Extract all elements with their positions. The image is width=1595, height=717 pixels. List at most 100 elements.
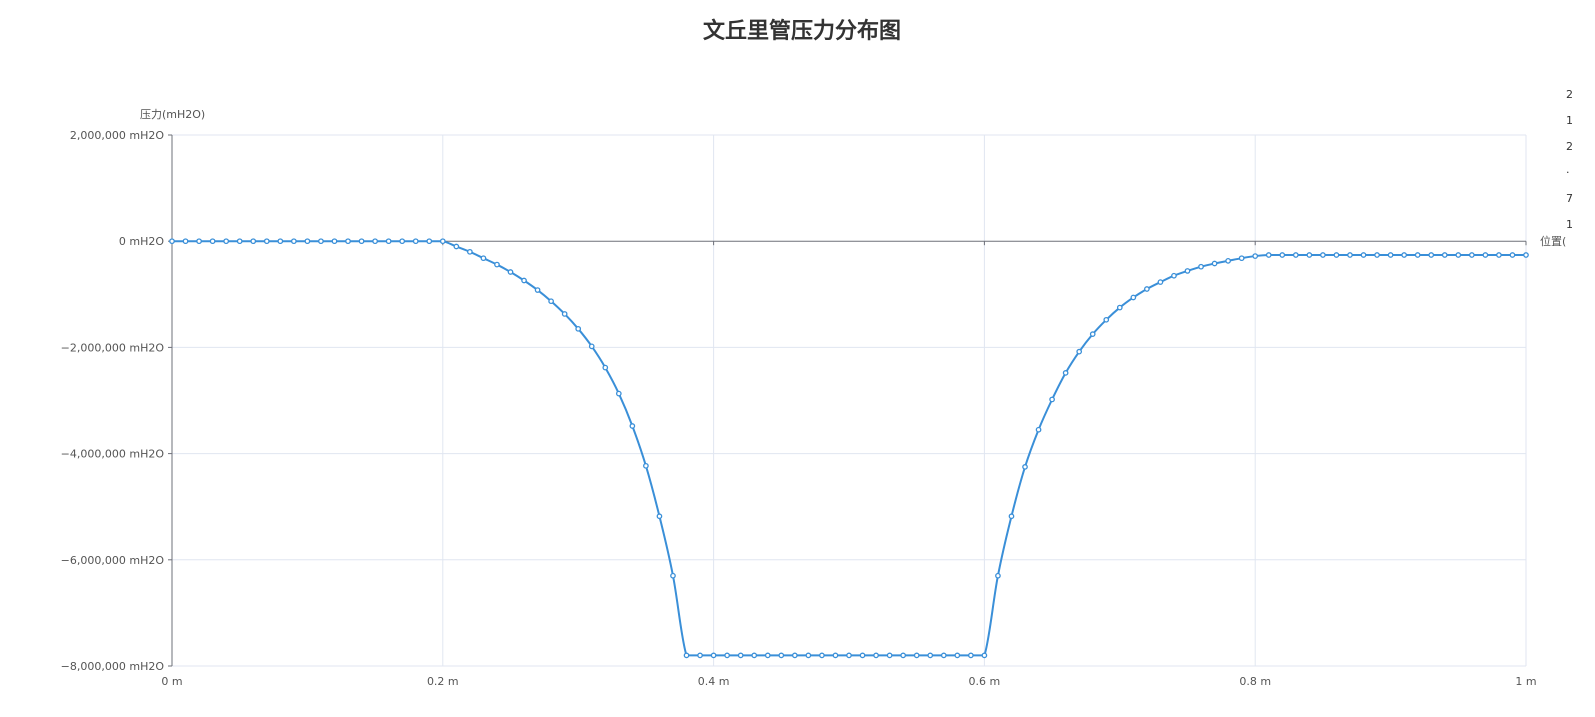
data-point	[1184, 268, 1191, 274]
data-point	[1414, 252, 1421, 258]
legend-glyph: 2	[1566, 140, 1573, 153]
data-point	[1292, 252, 1299, 258]
data-point	[683, 652, 690, 659]
data-point	[832, 652, 839, 659]
data-point	[561, 311, 568, 317]
data-point	[169, 238, 175, 245]
data-point	[1333, 252, 1340, 258]
data-point	[1076, 348, 1083, 355]
data-point	[182, 238, 189, 245]
legend[interactable]: 2 1 2 · 7 1	[1566, 88, 1573, 231]
data-point	[358, 238, 365, 245]
y-tick-label: 0 mH2O	[119, 235, 164, 248]
data-point	[439, 238, 446, 245]
data-point	[1008, 513, 1015, 520]
data-point	[453, 243, 460, 250]
x-tick-label: 0 m	[161, 675, 182, 688]
data-point	[900, 652, 907, 659]
data-point	[1211, 260, 1218, 267]
data-point	[548, 298, 554, 305]
data-point	[873, 652, 879, 659]
data-point	[1171, 272, 1177, 279]
data-point	[521, 277, 527, 284]
y-tick-label: 2,000,000 mH2O	[70, 129, 164, 142]
data-point	[1103, 316, 1110, 323]
data-point	[697, 652, 703, 659]
data-point	[1523, 252, 1529, 258]
data-point	[223, 238, 230, 245]
data-point	[913, 652, 920, 659]
data-point	[1387, 252, 1394, 258]
data-point	[1347, 252, 1353, 258]
data-point	[1441, 252, 1448, 258]
data-point	[494, 261, 500, 268]
data-point	[507, 269, 514, 275]
data-point	[1035, 426, 1042, 433]
legend-glyph: 2	[1566, 88, 1573, 101]
data-point	[1089, 331, 1096, 337]
data-point	[1401, 252, 1407, 258]
data-point	[291, 238, 297, 245]
data-point	[940, 652, 947, 659]
x-tick-labels: 0 m 0.2 m 0.4 m 0.6 m 0.8 m 1 m	[161, 675, 1536, 688]
series-line	[171, 240, 1526, 657]
data-point	[1144, 286, 1150, 292]
data-point	[819, 652, 825, 659]
series-group	[169, 238, 1529, 659]
data-point	[399, 238, 406, 245]
data-point	[1306, 252, 1313, 258]
y-tick-labels: 2,000,000 mH2O 0 mH2O −2,000,000 mH2O −4,00…	[61, 129, 165, 673]
y-tick-label: −6,000,000 mH2O	[61, 554, 165, 567]
axes	[168, 134, 1527, 667]
data-point	[968, 652, 974, 659]
data-point	[1238, 255, 1245, 262]
legend-glyph: 1	[1566, 218, 1573, 231]
data-point	[805, 652, 812, 659]
data-point	[331, 238, 338, 245]
data-point	[643, 462, 649, 469]
y-tick-label: −8,000,000 mH2O	[61, 660, 165, 673]
data-point	[426, 238, 433, 245]
y-tick-label: −2,000,000 mH2O	[61, 341, 165, 354]
data-point	[1455, 252, 1462, 258]
data-point	[791, 652, 798, 659]
x-tick-label: 0.2 m	[427, 675, 459, 688]
data-point	[602, 364, 609, 371]
data-point	[764, 652, 771, 659]
data-point	[751, 652, 758, 659]
chart-title: 文丘里管压力分布图	[703, 18, 901, 44]
data-point	[1252, 253, 1259, 259]
y-tick-label: −4,000,000 mH2O	[61, 448, 165, 461]
data-point	[304, 238, 311, 245]
data-point	[372, 238, 378, 245]
legend-glyph: 1	[1566, 114, 1573, 127]
data-point	[277, 238, 284, 245]
data-point	[1022, 464, 1028, 470]
data-point	[615, 390, 622, 397]
data-point	[385, 238, 392, 245]
data-point	[1482, 252, 1489, 258]
data-point	[710, 652, 717, 659]
data-point	[981, 652, 988, 659]
data-point	[1157, 279, 1164, 285]
legend-glyph: ·	[1566, 166, 1570, 179]
data-point	[588, 343, 595, 350]
data-point	[1468, 252, 1475, 258]
data-point	[1130, 294, 1137, 301]
data-point	[859, 652, 866, 659]
x-tick-label: 0.6 m	[969, 675, 1001, 688]
x-axis-label: 位置(	[1540, 234, 1566, 248]
y-axis-label: 压力(mH2O)	[140, 108, 205, 121]
data-point	[1279, 252, 1286, 258]
data-point	[1116, 304, 1123, 311]
data-point	[886, 652, 893, 659]
data-point	[1374, 252, 1380, 258]
data-point	[1049, 396, 1055, 403]
data-point	[846, 652, 852, 659]
data-point	[575, 325, 582, 332]
data-point	[737, 652, 744, 659]
legend-glyph: 7	[1566, 192, 1573, 205]
data-point	[250, 238, 257, 245]
data-point	[778, 652, 785, 659]
